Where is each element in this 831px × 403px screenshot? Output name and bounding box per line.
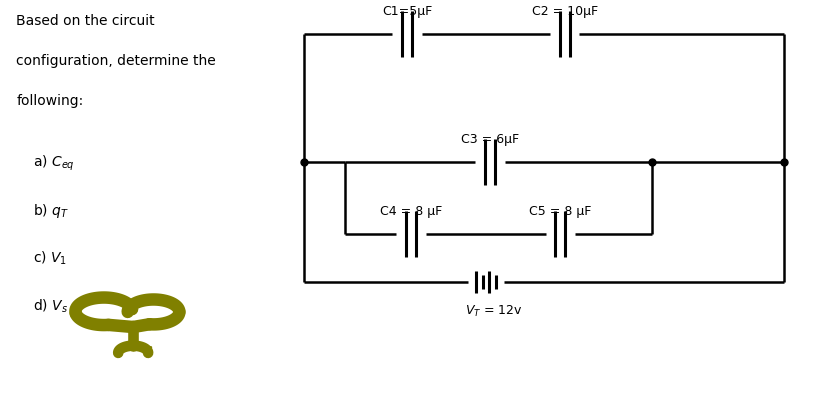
- Text: Based on the circuit: Based on the circuit: [17, 14, 155, 28]
- Text: d) $V_s$: d) $V_s$: [33, 298, 68, 315]
- Text: a) $C_{eq}$: a) $C_{eq}$: [33, 154, 75, 173]
- Text: C5 = 8 μF: C5 = 8 μF: [529, 205, 592, 218]
- Text: b) $q_T$: b) $q_T$: [33, 202, 69, 220]
- Text: C1=5μF: C1=5μF: [382, 5, 432, 18]
- Text: C3 = 6μF: C3 = 6μF: [461, 133, 519, 146]
- Text: $V_T$ = 12v: $V_T$ = 12v: [465, 304, 523, 319]
- Text: C4 = 8 μF: C4 = 8 μF: [381, 205, 442, 218]
- Text: C2 = 10μF: C2 = 10μF: [532, 5, 597, 18]
- Text: c) $V_1$: c) $V_1$: [33, 250, 67, 267]
- Text: following:: following:: [17, 94, 84, 108]
- Text: configuration, determine the: configuration, determine the: [17, 54, 216, 68]
